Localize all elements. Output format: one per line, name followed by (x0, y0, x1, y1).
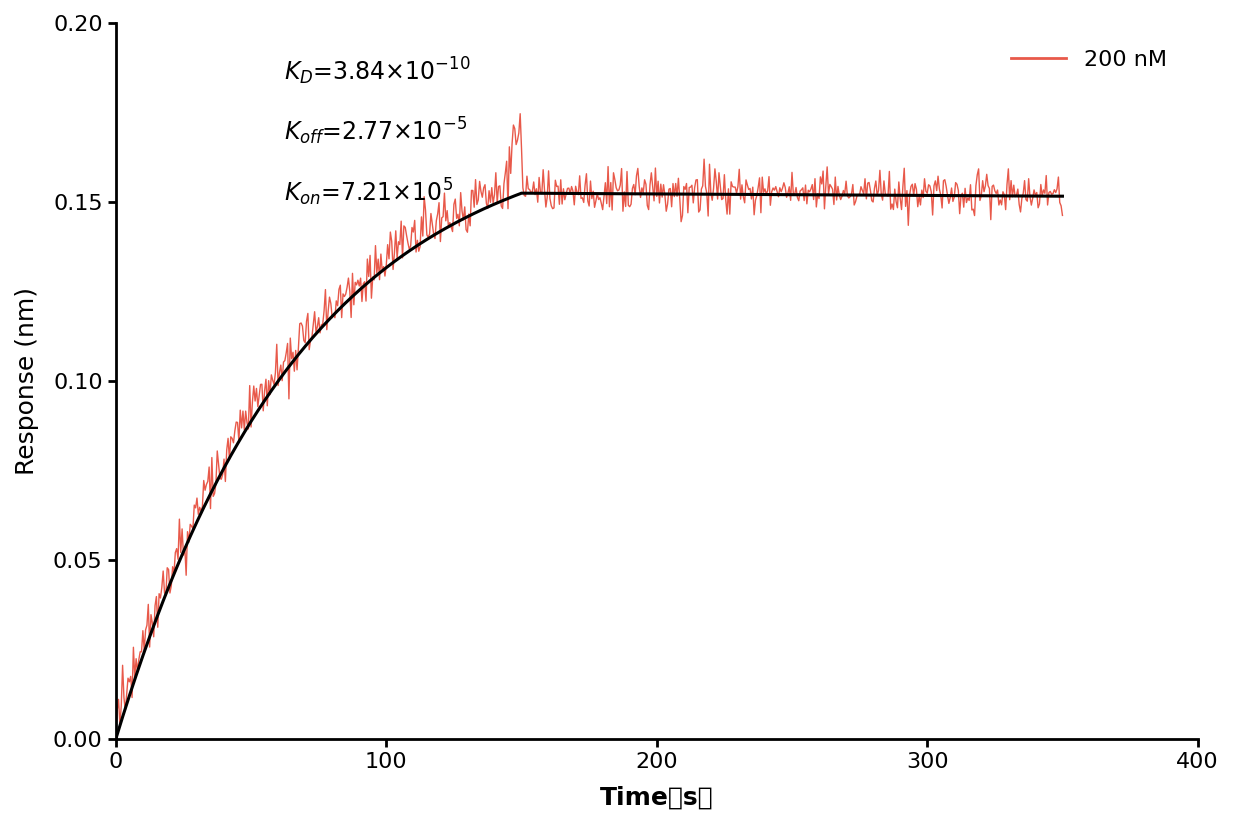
Y-axis label: Response (nm): Response (nm) (15, 287, 39, 475)
X-axis label: Time（s）: Time（s） (600, 786, 713, 810)
200 nM (109, 726, 123, 736)
200 nM (871, 186, 886, 196)
Text: $K_{off}$=2.77×10$^{-5}$: $K_{off}$=2.77×10$^{-5}$ (284, 116, 466, 148)
Legend: 200 nM: 200 nM (1002, 41, 1176, 79)
200 nM (802, 187, 817, 197)
200 nM (496, 179, 511, 189)
200 nM (513, 109, 528, 119)
Text: $K_{on}$=7.21×10$^{5}$: $K_{on}$=7.21×10$^{5}$ (284, 177, 453, 209)
200 nM (919, 188, 934, 198)
200 nM (252, 390, 267, 400)
200 nM (1055, 210, 1070, 220)
Text: $K_D$=3.84×10$^{-10}$: $K_D$=3.84×10$^{-10}$ (284, 55, 470, 87)
200 nM (263, 389, 278, 399)
Line: 200 nM: 200 nM (116, 114, 1062, 731)
